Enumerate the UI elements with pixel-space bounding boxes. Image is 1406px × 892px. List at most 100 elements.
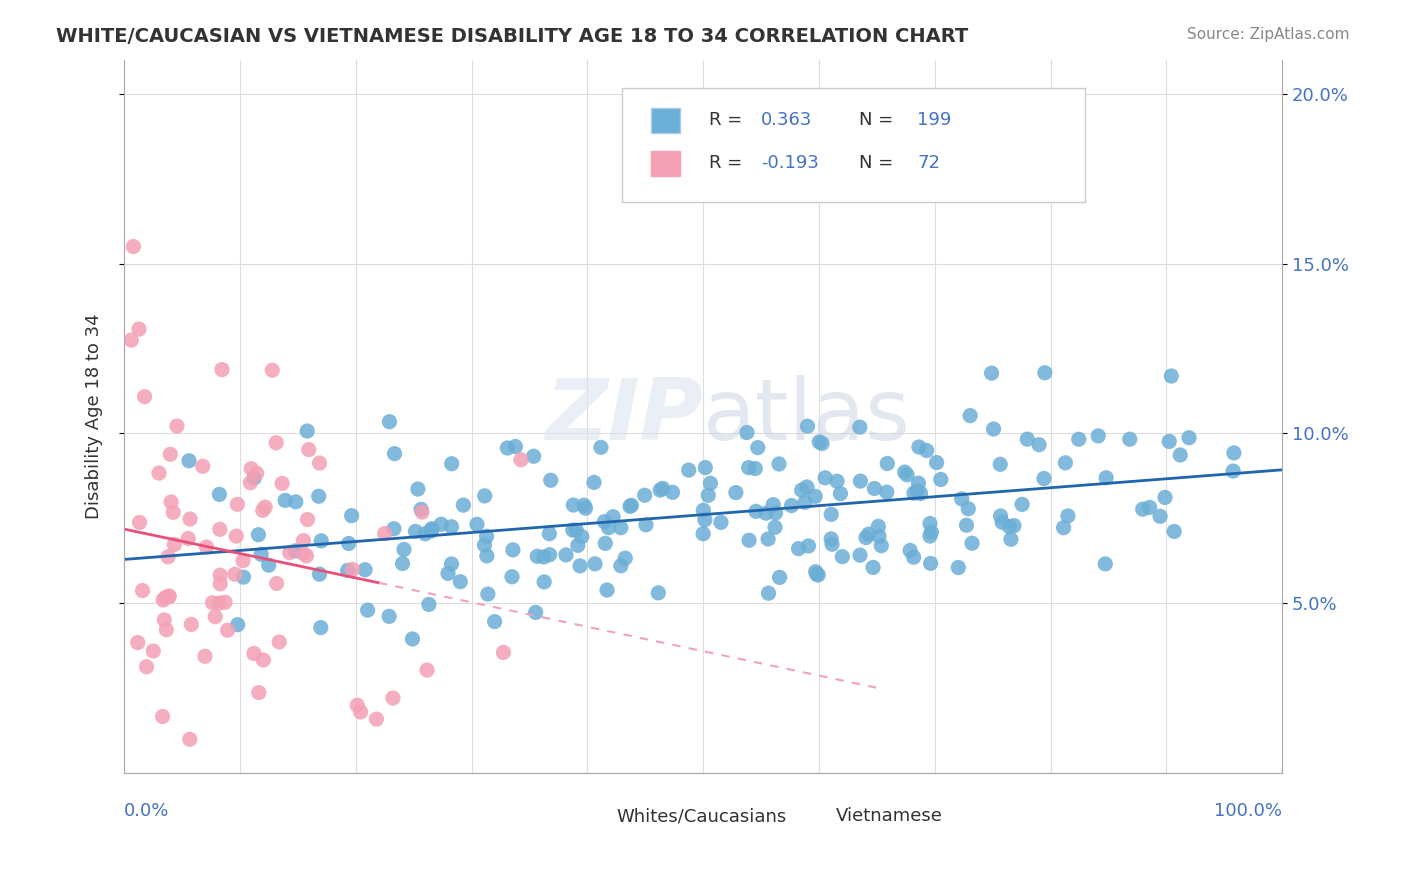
Point	[214, 595, 236, 609]
Point	[762, 498, 785, 512]
Point	[571, 530, 593, 544]
Point	[583, 557, 606, 571]
Point	[250, 547, 273, 561]
Point	[1223, 446, 1246, 460]
Point	[797, 539, 820, 553]
Point	[384, 447, 406, 461]
Point	[134, 390, 156, 404]
Point	[336, 563, 359, 577]
Point	[794, 495, 817, 509]
Point	[983, 422, 1005, 436]
Point	[692, 526, 714, 541]
Point	[804, 489, 827, 503]
Point	[855, 531, 877, 545]
Point	[830, 486, 852, 500]
Point	[209, 577, 232, 591]
FancyBboxPatch shape	[651, 108, 681, 133]
Point	[502, 542, 524, 557]
Point	[382, 522, 405, 536]
Point	[274, 493, 297, 508]
Point	[811, 436, 834, 450]
Point	[477, 587, 499, 601]
Point	[745, 504, 768, 518]
Point	[523, 450, 546, 464]
Point	[582, 475, 605, 490]
Point	[1057, 508, 1080, 523]
Point	[211, 362, 233, 376]
Point	[308, 456, 330, 470]
Point	[724, 485, 747, 500]
Point	[278, 546, 301, 560]
Point	[533, 549, 555, 564]
Text: Vietnamese: Vietnamese	[837, 807, 943, 825]
Text: N =: N =	[859, 112, 900, 129]
Point	[744, 461, 766, 475]
Point	[948, 560, 970, 574]
Point	[678, 463, 700, 477]
Text: N =: N =	[859, 154, 900, 172]
Point	[257, 558, 280, 573]
Point	[814, 471, 837, 485]
Point	[475, 529, 498, 543]
Point	[194, 649, 217, 664]
Point	[1159, 434, 1181, 449]
Point	[1094, 557, 1116, 571]
Text: 199: 199	[917, 112, 952, 129]
Point	[453, 498, 475, 512]
Point	[271, 476, 294, 491]
Point	[148, 466, 170, 480]
Point	[920, 557, 942, 571]
Text: Whites/Caucasians: Whites/Caucasians	[616, 807, 786, 825]
Point	[381, 691, 404, 706]
Point	[1168, 448, 1191, 462]
Point	[1002, 518, 1025, 533]
Point	[763, 520, 786, 534]
Point	[474, 489, 496, 503]
Point	[589, 441, 612, 455]
Point	[155, 591, 177, 605]
Point	[1154, 491, 1177, 505]
Point	[191, 459, 214, 474]
Point	[790, 483, 813, 497]
Point	[555, 548, 578, 562]
Point	[538, 526, 561, 541]
Point	[808, 434, 831, 449]
Point	[903, 550, 925, 565]
Point	[758, 586, 780, 600]
Point	[569, 558, 592, 573]
Point	[998, 519, 1021, 533]
Point	[430, 517, 453, 532]
Point	[1052, 521, 1074, 535]
Point	[465, 517, 488, 532]
Text: 72: 72	[917, 154, 941, 172]
Point	[699, 476, 721, 491]
Point	[153, 613, 176, 627]
Point	[406, 482, 429, 496]
Point	[437, 566, 460, 581]
Point	[1028, 438, 1050, 452]
Point	[858, 527, 880, 541]
Point	[991, 515, 1014, 529]
Point	[634, 517, 657, 532]
Point	[252, 503, 274, 517]
Point	[538, 548, 561, 562]
Point	[284, 495, 307, 509]
Point	[1139, 500, 1161, 515]
Point	[420, 524, 443, 538]
Point	[308, 489, 330, 503]
Point	[925, 456, 948, 470]
Point	[960, 536, 983, 550]
Point	[440, 557, 463, 571]
Point	[416, 663, 439, 677]
Point	[1178, 431, 1201, 445]
Point	[162, 505, 184, 519]
Point	[179, 732, 201, 747]
Point	[180, 617, 202, 632]
Point	[152, 709, 174, 723]
Point	[340, 508, 363, 523]
Point	[420, 522, 443, 536]
Text: 100.0%: 100.0%	[1215, 802, 1282, 820]
Point	[440, 457, 463, 471]
Point	[820, 532, 842, 546]
Point	[475, 549, 498, 563]
